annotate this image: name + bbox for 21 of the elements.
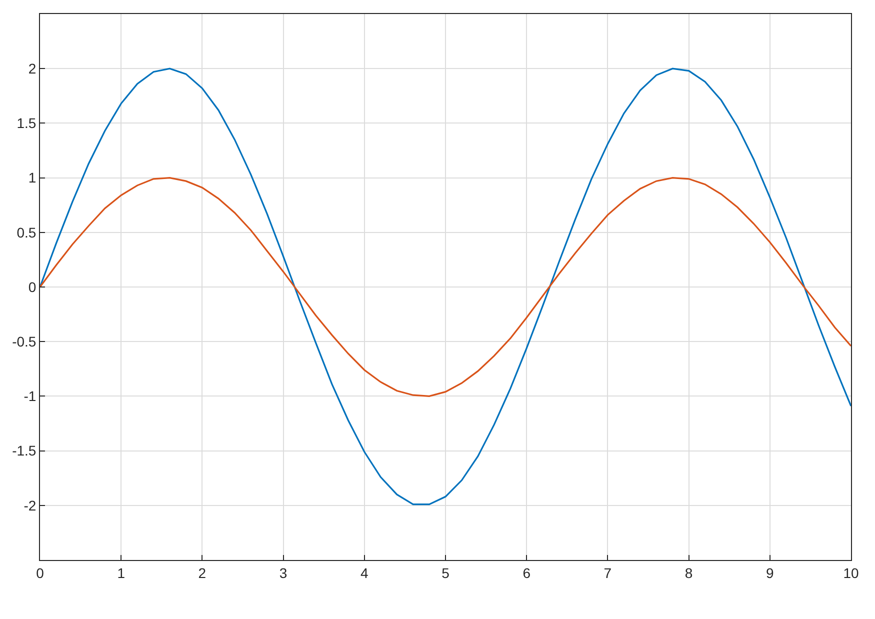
x-tick-label: 9	[766, 564, 774, 581]
x-tick-label: 8	[684, 564, 693, 581]
y-tick-label: 1	[28, 170, 36, 186]
x-tick-label: 2	[198, 564, 206, 581]
x-tick-label: 3	[279, 564, 288, 581]
y-tick-label: 1.5	[16, 115, 36, 132]
x-tick-label: 10	[843, 564, 859, 581]
x-tick-label: 6	[522, 564, 531, 581]
x-tick-label: 1	[117, 564, 126, 581]
x-tick-label: 4	[360, 564, 368, 581]
y-tick-label: -1	[24, 388, 36, 404]
x-tick-label: 7	[604, 564, 612, 581]
y-tick-label: -2	[24, 497, 36, 514]
x-tick-label: 5	[442, 564, 450, 581]
y-tick-label: 2	[28, 60, 36, 76]
line-series	[40, 177, 851, 397]
y-tick-label: -1.5	[12, 442, 36, 459]
y-tick-label: 0.5	[16, 224, 36, 240]
line-series	[40, 68, 851, 506]
y-tick-label: -0.5	[12, 334, 36, 350]
y-tick-label: 0	[28, 278, 36, 295]
